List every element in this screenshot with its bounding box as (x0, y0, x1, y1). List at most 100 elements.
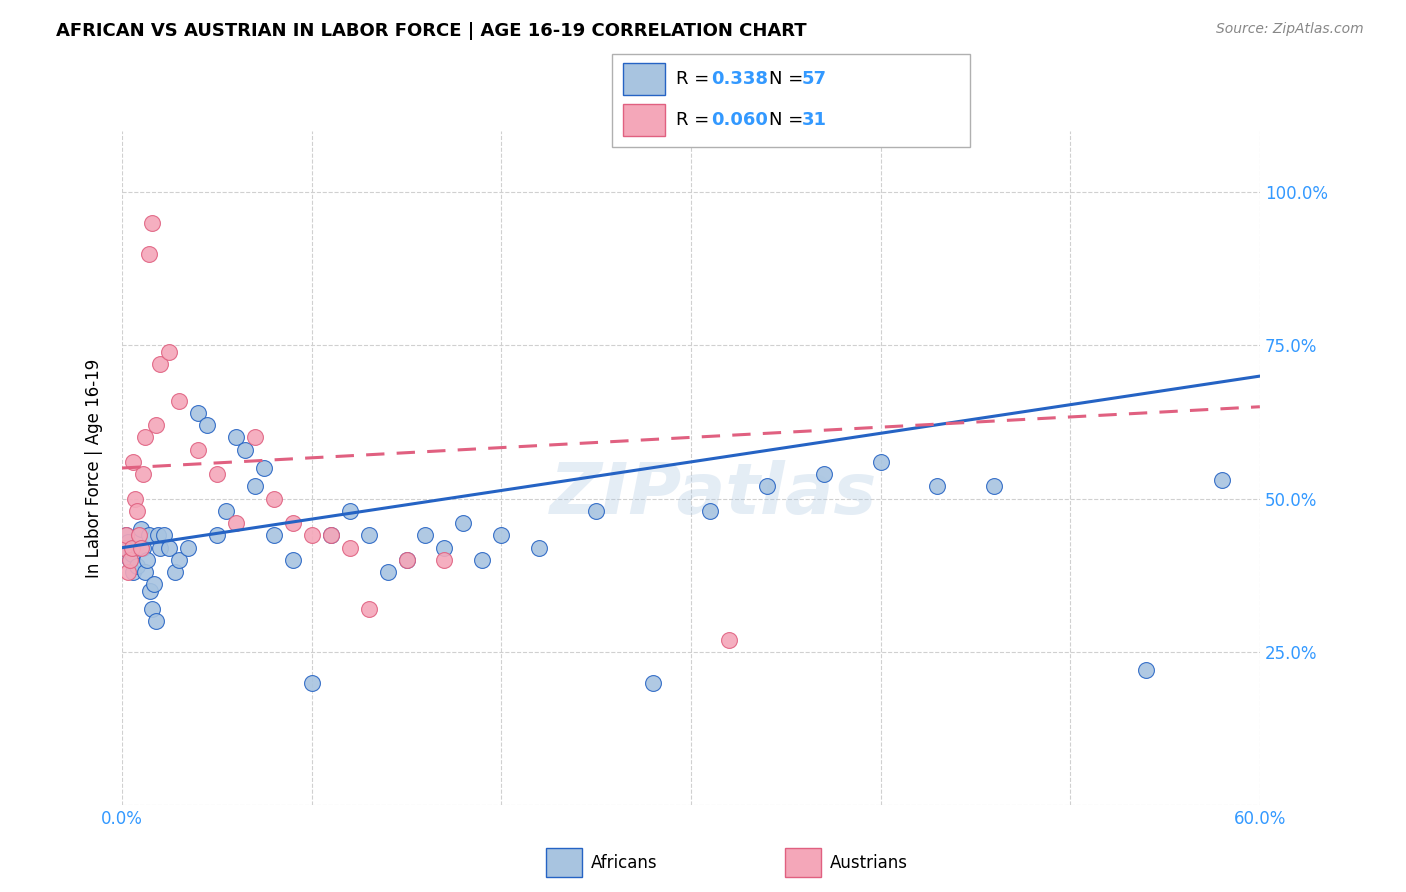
Point (167, 393, 190, 408)
Text: AFRICAN VS AUSTRIAN IN LABOR FORCE | AGE 16-19 CORRELATION CHART: AFRICAN VS AUSTRIAN IN LABOR FORCE | AGE… (56, 22, 807, 40)
Point (357, 602, 380, 616)
Point (177, 541, 200, 555)
Point (138, 246, 160, 260)
Point (165, 565, 187, 579)
Text: Austrians: Austrians (830, 855, 907, 872)
Point (121, 547, 143, 561)
Point (128, 528, 150, 542)
Point (134, 565, 156, 579)
Point (699, 504, 721, 518)
Point (585, 504, 607, 518)
Text: 0.060: 0.060 (711, 112, 768, 129)
Point (529, 541, 551, 555)
Point (377, 565, 399, 579)
Point (187, 406, 209, 420)
Point (225, 430, 247, 444)
Point (927, 479, 949, 493)
Point (167, 553, 190, 567)
Text: N =: N = (769, 70, 808, 88)
Point (281, 516, 304, 531)
Text: 31: 31 (801, 112, 827, 129)
Point (415, 528, 437, 542)
Point (717, 632, 740, 647)
Y-axis label: In Labor Force | Age 16-19: In Labor Force | Age 16-19 (86, 359, 103, 578)
Point (319, 528, 342, 542)
Text: ZIPatlas: ZIPatlas (550, 460, 877, 530)
Point (205, 528, 228, 542)
Point (197, 418, 219, 433)
Text: R =: R = (676, 112, 716, 129)
Point (433, 541, 456, 555)
Point (159, 344, 181, 359)
Point (301, 528, 323, 542)
Point (149, 541, 172, 555)
Point (138, 528, 160, 542)
Point (129, 522, 152, 536)
Point (983, 479, 1005, 493)
Point (641, 675, 664, 690)
Point (395, 553, 418, 567)
Point (281, 553, 304, 567)
Point (152, 528, 174, 542)
Point (128, 528, 150, 542)
Point (122, 455, 145, 469)
Point (453, 516, 475, 531)
Point (1211, 473, 1233, 487)
Point (132, 541, 155, 555)
Point (141, 216, 163, 230)
Point (118, 553, 141, 567)
Point (115, 528, 138, 542)
Point (134, 430, 156, 444)
Point (471, 553, 494, 567)
Point (124, 491, 146, 506)
Point (243, 430, 266, 444)
Point (301, 675, 323, 690)
Point (127, 559, 149, 574)
Point (122, 565, 145, 579)
Point (149, 357, 172, 371)
Point (115, 528, 138, 542)
Point (135, 553, 157, 567)
Text: R =: R = (676, 70, 716, 88)
Point (117, 565, 139, 579)
Point (112, 541, 135, 555)
Point (339, 504, 361, 518)
Point (129, 541, 152, 555)
Point (243, 479, 266, 493)
Point (215, 504, 238, 518)
Point (491, 528, 513, 542)
Point (319, 528, 342, 542)
Point (253, 461, 276, 475)
Point (187, 442, 209, 457)
Point (433, 553, 456, 567)
Point (263, 491, 285, 506)
Point (1135, 663, 1157, 677)
Text: 0.338: 0.338 (711, 70, 769, 88)
Point (205, 467, 228, 482)
Point (139, 583, 162, 598)
Point (118, 553, 141, 567)
Text: Source: ZipAtlas.com: Source: ZipAtlas.com (1216, 22, 1364, 37)
Point (813, 467, 835, 482)
Point (141, 602, 163, 616)
Point (112, 541, 135, 555)
Point (117, 534, 139, 549)
Point (127, 504, 149, 518)
Point (121, 541, 143, 555)
Point (395, 553, 418, 567)
Point (357, 528, 380, 542)
Point (225, 516, 247, 531)
Point (124, 541, 146, 555)
Point (339, 541, 361, 555)
Point (145, 418, 167, 433)
Point (132, 467, 155, 482)
Point (869, 455, 891, 469)
Text: Africans: Africans (591, 855, 657, 872)
Point (263, 528, 285, 542)
Point (143, 577, 166, 591)
Point (159, 541, 181, 555)
Point (145, 614, 167, 628)
Point (755, 479, 778, 493)
Point (233, 442, 256, 457)
Text: 57: 57 (801, 70, 827, 88)
